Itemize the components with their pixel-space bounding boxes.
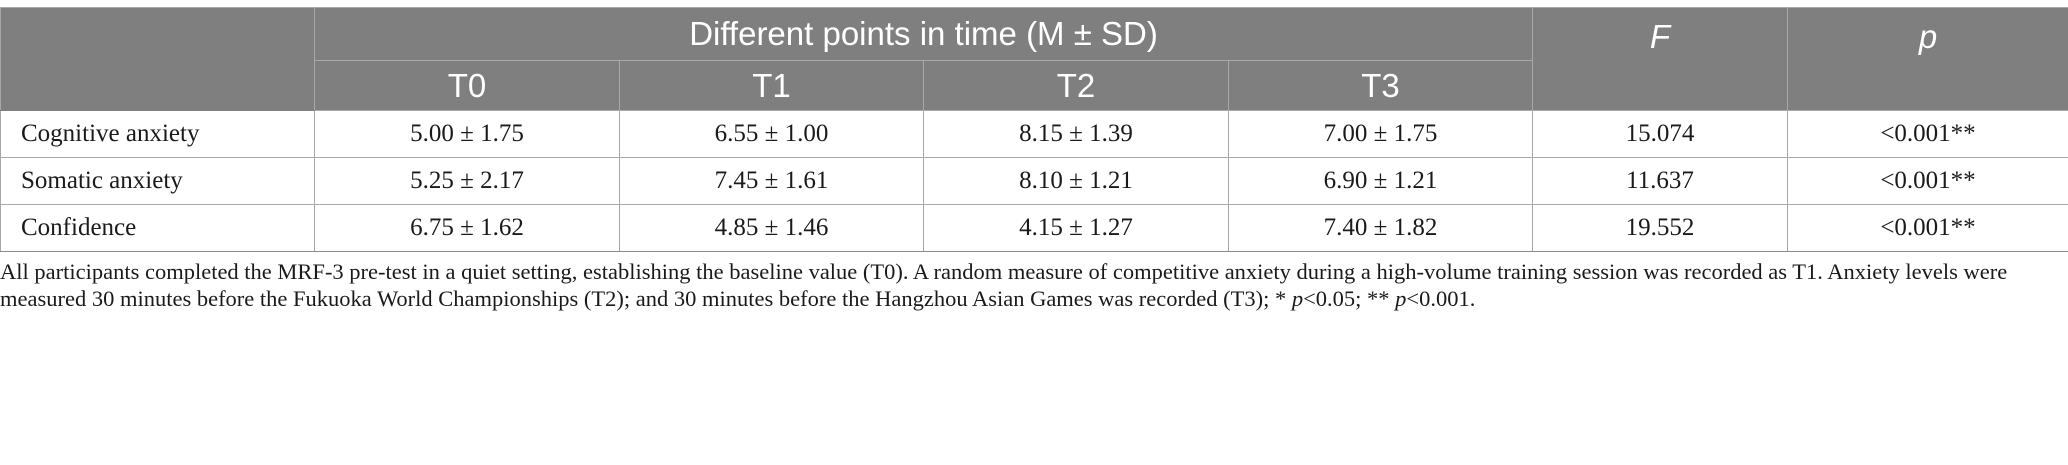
cell-t2: 4.15 ± 1.27 (923, 204, 1229, 252)
footnote-text: All participants completed the MRF-3 pre… (0, 259, 2008, 311)
footnote-threshold-1: <0.05; ** (1303, 286, 1396, 311)
footnote-p-symbol: p (1395, 286, 1407, 311)
cell-t3: 6.90 ± 1.21 (1227, 157, 1534, 205)
footnote-p-symbol: p (1291, 286, 1304, 311)
cell-t0: 5.25 ± 2.17 (314, 157, 620, 205)
cell-t2: 8.10 ± 1.21 (923, 157, 1229, 205)
cell-t1: 7.45 ± 1.61 (619, 157, 924, 205)
cell-f: 15.074 (1532, 110, 1789, 158)
header-group-time-points: Different points in time (M ± SD) (313, 7, 1534, 61)
footnote-threshold-2: <0.001. (1406, 286, 1476, 311)
results-table: Different points in time (M ± SD) F p T0… (0, 7, 2068, 252)
row-label: Somatic anxiety (0, 157, 315, 205)
cell-t0: 6.75 ± 1.62 (314, 204, 620, 252)
row-label: Cognitive anxiety (0, 110, 315, 158)
header-t0: T0 (314, 60, 620, 111)
cell-t3: 7.40 ± 1.82 (1227, 204, 1534, 252)
cell-t1: 4.85 ± 1.46 (619, 204, 924, 252)
table-row: Cognitive anxiety 5.00 ± 1.75 6.55 ± 1.0… (0, 110, 2068, 158)
cell-t3: 7.00 ± 1.75 (1227, 110, 1534, 158)
header-t3: T3 (1227, 60, 1534, 111)
table-footnote: All participants completed the MRF-3 pre… (0, 258, 2060, 312)
header-p: p (1787, 7, 2068, 111)
header-f: F (1532, 7, 1789, 111)
table-wrapper: Different points in time (M ± SD) F p T0… (0, 7, 2068, 252)
cell-t0: 5.00 ± 1.75 (314, 110, 620, 158)
cell-f: 11.637 (1532, 157, 1789, 205)
cell-t2: 8.15 ± 1.39 (923, 110, 1229, 158)
row-label: Confidence (0, 204, 315, 252)
table-row: Somatic anxiety 5.25 ± 2.17 7.45 ± 1.61 … (0, 157, 2068, 205)
table-row: Confidence 6.75 ± 1.62 4.85 ± 1.46 4.15 … (0, 204, 2068, 252)
cell-p: <0.001** (1787, 204, 2068, 252)
cell-f: 19.552 (1532, 204, 1789, 252)
header-t1: T1 (619, 60, 924, 111)
cell-t1: 6.55 ± 1.00 (619, 110, 924, 158)
cell-p: <0.001** (1787, 110, 2068, 158)
cell-p: <0.001** (1787, 157, 2068, 205)
header-empty-cell (0, 7, 315, 111)
header-t2: T2 (923, 60, 1229, 111)
